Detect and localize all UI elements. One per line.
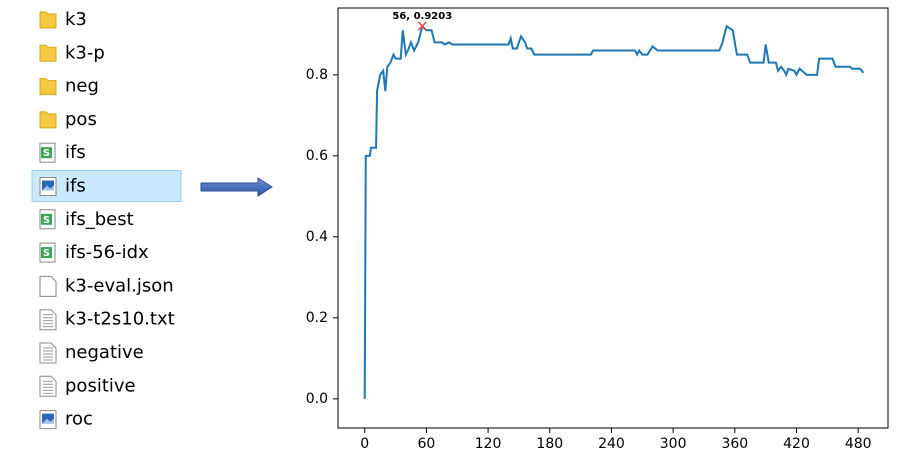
x-tick-label: 300 xyxy=(660,436,687,452)
file-item[interactable]: neg xyxy=(39,76,99,97)
file-name: neg xyxy=(65,76,99,97)
file-item[interactable]: k3-p xyxy=(39,42,105,63)
y-tick-label: 0.0 xyxy=(306,391,328,407)
sheet-letter: S xyxy=(43,148,50,159)
folder-icon xyxy=(39,11,57,29)
annotation-marker xyxy=(417,21,427,31)
file-item[interactable]: roc xyxy=(39,409,93,430)
y-tick-label: 0.8 xyxy=(306,67,328,83)
sheet-badge xyxy=(41,213,52,225)
x-tick-label: 60 xyxy=(417,436,435,452)
arrow xyxy=(200,177,273,197)
x-tick-label: 240 xyxy=(598,436,625,452)
file-name: ifs xyxy=(65,142,86,163)
annotation-label: 56, 0.9203 xyxy=(392,11,452,22)
file-item[interactable]: pos xyxy=(39,109,97,130)
file-name: k3-p xyxy=(65,42,105,63)
file-name: k3-t2s10.txt xyxy=(65,309,175,330)
file-item[interactable]: positive xyxy=(39,375,136,397)
x-tick-label: 360 xyxy=(721,436,748,452)
file-name: roc xyxy=(65,409,93,430)
file-item[interactable]: ifs xyxy=(31,170,182,202)
file-name: positive xyxy=(65,375,136,396)
y-tick-label: 0.2 xyxy=(306,310,328,326)
y-tick-label: 0.4 xyxy=(306,229,328,245)
file-name: negative xyxy=(65,342,144,363)
x-tick-label: 480 xyxy=(845,436,872,452)
line xyxy=(363,24,865,399)
file-item[interactable]: negative xyxy=(39,342,144,364)
folder-icon xyxy=(39,78,57,96)
image-hill xyxy=(42,185,54,191)
image-hill xyxy=(42,418,54,424)
sheet-badge xyxy=(41,247,52,259)
x-tick-label: 420 xyxy=(783,436,810,452)
image-pic xyxy=(42,180,54,191)
y-tick-label: 0.6 xyxy=(306,148,328,164)
folder-icon xyxy=(39,111,57,129)
selection xyxy=(31,170,182,202)
file-item[interactable]: k3-t2s10.txt xyxy=(39,309,175,331)
x-tick-label: 120 xyxy=(475,436,502,452)
file-name: k3-eval.json xyxy=(65,275,174,296)
file-name: ifs_best xyxy=(65,209,134,230)
file-icon xyxy=(39,275,57,297)
file-item[interactable]: k3 xyxy=(39,9,87,30)
x-tick-label: 0 xyxy=(360,436,369,452)
x-tick-label: 180 xyxy=(536,436,563,452)
plot-frame xyxy=(337,7,889,429)
file-name: k3 xyxy=(65,9,87,30)
file-name: pos xyxy=(65,109,97,130)
sheet-letter: S xyxy=(43,248,50,259)
image-pic xyxy=(42,413,54,424)
folder-icon xyxy=(39,44,57,62)
file-name: ifs xyxy=(65,176,86,197)
file-item[interactable]: k3-eval.json xyxy=(39,275,174,297)
sheet-badge xyxy=(41,147,52,159)
file-name: ifs-56-idx xyxy=(65,242,149,263)
sheet-letter: S xyxy=(43,215,50,226)
